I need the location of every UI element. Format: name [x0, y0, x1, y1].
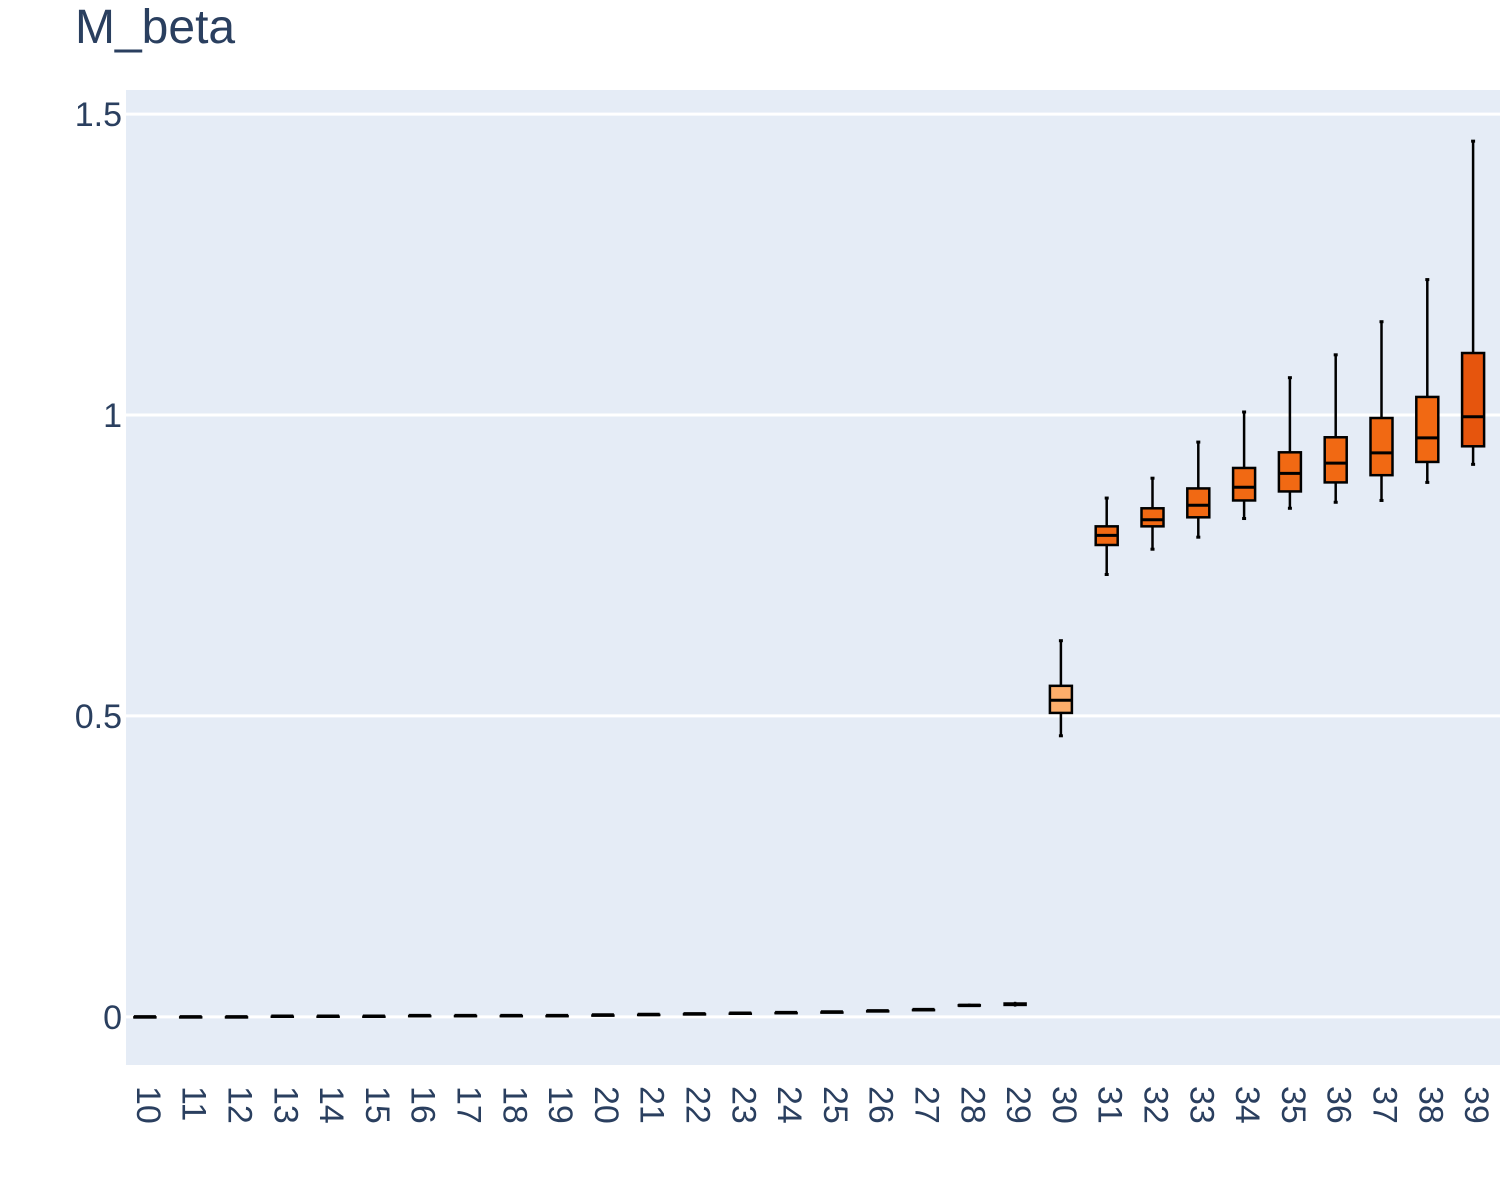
- x-tick-label: 11: [175, 1086, 213, 1121]
- box-body: [1369, 416, 1394, 477]
- x-tick-label: 28: [953, 1086, 991, 1124]
- box-32: [1140, 476, 1165, 551]
- box-body: [1231, 466, 1257, 502]
- y-tick-label: 1: [103, 397, 122, 435]
- x-tick-label: 29: [999, 1086, 1037, 1124]
- x-tick-label: 21: [633, 1086, 671, 1124]
- box-33: [1186, 440, 1211, 539]
- x-tick-label: 38: [1411, 1086, 1449, 1124]
- x-tick-label: 33: [1182, 1086, 1220, 1124]
- box-26: [865, 1009, 890, 1013]
- box-17: [453, 1013, 478, 1018]
- x-tick-label: 10: [129, 1086, 167, 1124]
- x-tick-label: 18: [495, 1086, 533, 1124]
- x-tick-label: 39: [1457, 1086, 1495, 1124]
- x-tick-label: 20: [587, 1086, 625, 1124]
- box-36: [1323, 353, 1348, 504]
- box-35: [1277, 376, 1303, 510]
- plot-area: [126, 90, 1500, 1065]
- x-tick-label: 25: [816, 1086, 854, 1124]
- box-28: [957, 1003, 982, 1008]
- box-body: [1323, 436, 1348, 484]
- x-tick-label: 15: [358, 1086, 396, 1124]
- box-body: [1460, 351, 1486, 448]
- box-23: [728, 1011, 753, 1015]
- box-27: [911, 1007, 936, 1012]
- box-14: [316, 1014, 340, 1018]
- box-12: [224, 1015, 249, 1019]
- box-body: [1277, 451, 1303, 493]
- grid-lines: [126, 112, 1500, 1019]
- box-20: [591, 1013, 615, 1017]
- x-tick-label: 30: [1045, 1086, 1083, 1124]
- box-18: [499, 1013, 524, 1018]
- x-tick-label: 37: [1366, 1086, 1404, 1124]
- box-21: [636, 1012, 661, 1017]
- x-axis-ticks: 10 11 12 13 14 15 16 17 18 19 20 21 22 23 24 25 26 27 28 29…: [129, 1086, 1495, 1124]
- box-body: [1140, 507, 1165, 528]
- box-39: [1460, 139, 1486, 466]
- y-tick-label: 1.5: [75, 96, 122, 134]
- box-30: [1048, 639, 1074, 738]
- x-tick-label: 19: [541, 1086, 579, 1124]
- y-tick-label: 0.5: [75, 698, 122, 736]
- y-axis-ticks: 0 0.5 1 1.5: [75, 96, 122, 1037]
- box-15: [362, 1014, 386, 1018]
- y-tick-label: 0: [103, 999, 122, 1037]
- x-tick-label: 24: [770, 1086, 808, 1124]
- x-tick-label: 12: [221, 1086, 259, 1124]
- box-24: [774, 1010, 798, 1015]
- chart-title: M_beta: [75, 1, 236, 54]
- box-22: [682, 1012, 707, 1016]
- x-tick-label: 13: [266, 1086, 304, 1124]
- box-19: [545, 1013, 569, 1018]
- x-tick-label: 27: [908, 1086, 946, 1124]
- x-tick-label: 32: [1137, 1086, 1175, 1124]
- box-13: [270, 1014, 295, 1018]
- box-body: [1186, 487, 1211, 519]
- x-tick-label: 31: [1091, 1086, 1129, 1124]
- x-tick-label: 26: [862, 1086, 900, 1124]
- x-tick-label: 14: [312, 1086, 350, 1124]
- x-tick-label: 17: [450, 1086, 488, 1124]
- box-31: [1094, 496, 1119, 576]
- box-body: [1415, 395, 1440, 464]
- x-tick-label: 34: [1228, 1086, 1266, 1124]
- box-34: [1231, 410, 1257, 521]
- box-11: [178, 1015, 203, 1019]
- box-29: [1003, 1001, 1027, 1007]
- box-37: [1369, 320, 1394, 502]
- boxes: [133, 139, 1486, 1019]
- box-10: [133, 1015, 157, 1019]
- x-tick-label: 16: [404, 1086, 442, 1124]
- x-tick-label: 35: [1274, 1086, 1312, 1124]
- x-tick-label: 23: [724, 1086, 762, 1124]
- x-tick-label: 22: [679, 1086, 717, 1124]
- box-25: [820, 1010, 844, 1014]
- box-38: [1415, 278, 1440, 484]
- x-tick-label: 36: [1320, 1086, 1358, 1124]
- box-16: [407, 1013, 432, 1018]
